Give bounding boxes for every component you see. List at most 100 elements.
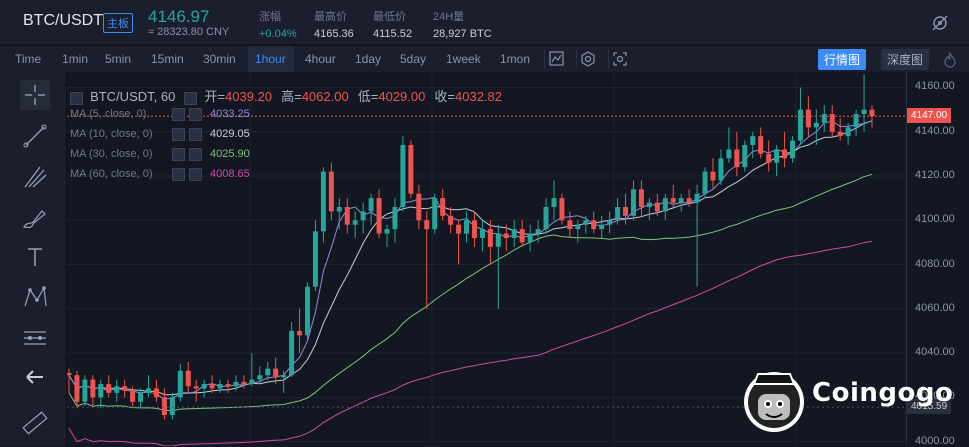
candle-body — [82, 379, 88, 402]
settings-gear-icon[interactable] — [576, 49, 599, 69]
crosshair-tool-icon[interactable] — [20, 80, 50, 110]
tf-4hour[interactable]: 4hour — [305, 52, 336, 66]
trend-line-tool-icon[interactable] — [20, 121, 50, 151]
candle-body — [503, 233, 509, 238]
ma5-settings-icon[interactable] — [172, 108, 185, 121]
candle-body — [718, 158, 724, 181]
candle-body — [90, 379, 96, 398]
candle-body — [861, 109, 867, 115]
candle-body — [734, 149, 740, 168]
tf-1week[interactable]: 1week — [446, 52, 481, 66]
price-tick-label: 4100.00 — [915, 213, 955, 226]
ma30-close-icon[interactable] — [189, 148, 202, 161]
candle-body — [456, 224, 462, 234]
ma10-settings-icon[interactable] — [172, 128, 185, 141]
price-tick-label: 4120.00 — [915, 169, 955, 181]
candle-body — [829, 114, 835, 132]
tf-1min[interactable]: 1min — [62, 52, 89, 66]
candlestick-chart[interactable] — [67, 72, 905, 446]
legend-settings-icon[interactable] — [184, 91, 198, 105]
fib-tool-icon[interactable] — [20, 162, 50, 192]
candle-body — [161, 397, 167, 416]
legend-high: 4062.00 — [301, 89, 349, 104]
candle-body — [789, 140, 795, 159]
pair-name[interactable]: BTC/USDT — [23, 12, 103, 29]
legend-ma30: MA (30, close, 0) 4025.90 — [70, 148, 250, 161]
stat-low: 最低价 4115.52 — [373, 11, 412, 40]
candle-body — [209, 384, 215, 389]
candle-body — [400, 145, 406, 207]
candle-body — [336, 206, 342, 212]
candle-body — [471, 220, 477, 238]
tab-depth-chart[interactable]: 深度图 — [881, 49, 930, 70]
arrow-left-icon[interactable] — [20, 362, 50, 392]
candle-body — [392, 206, 398, 230]
candle-body — [630, 189, 636, 216]
ruler-tool-icon[interactable] — [20, 408, 50, 438]
ma10-close-icon[interactable] — [189, 128, 202, 141]
candle-body — [694, 193, 700, 203]
flame-icon[interactable] — [943, 52, 957, 68]
candle-body — [201, 384, 207, 389]
candle-body — [241, 381, 247, 385]
candle-body — [169, 397, 175, 416]
ma60-close-icon[interactable] — [189, 168, 202, 181]
candle-body — [742, 145, 748, 168]
candle-body — [249, 379, 255, 385]
candle-body — [599, 224, 605, 230]
tf-15min[interactable]: 15min — [151, 52, 184, 66]
text-tool-icon[interactable] — [20, 242, 50, 272]
tf-5day[interactable]: 5day — [400, 52, 427, 66]
candle-body — [805, 109, 811, 128]
price-tick-label: 4160.00 — [915, 80, 955, 93]
candle-body — [233, 381, 239, 387]
candle-body — [710, 171, 716, 181]
price-axis[interactable]: 4160.00 4140.00 4120.00 4100.00 4080.00 4060.… — [906, 72, 969, 447]
candle-body — [67, 372, 72, 376]
legend-ohlc-row: BTC/USDT, 60 开=4039.20 高=4062.00 低=4029.… — [70, 86, 502, 105]
tf-time[interactable]: Time — [15, 52, 42, 66]
price-tick-label: 4140.00 — [915, 124, 955, 137]
candle-body — [535, 229, 541, 234]
candle-body — [360, 211, 366, 221]
measure-tool-icon[interactable] — [20, 323, 50, 353]
price-tick-label: 4080.00 — [915, 257, 955, 270]
candle-body — [432, 198, 438, 230]
candle-body — [511, 229, 517, 238]
candle-body — [424, 220, 430, 230]
candle-body — [98, 384, 104, 398]
screenshot-icon[interactable] — [608, 49, 631, 69]
candle-body — [774, 149, 780, 163]
ma5-close-icon[interactable] — [189, 108, 202, 121]
candle-body — [623, 206, 629, 216]
eye-off-icon[interactable] — [931, 14, 949, 32]
ma30-settings-icon[interactable] — [172, 148, 185, 161]
candle-body — [257, 375, 263, 380]
stat-volume: 24H量 28,927 BTC — [433, 11, 492, 40]
legend-ma10: MA (10, close, 0) 4029.05 — [70, 128, 250, 141]
collapse-icon[interactable] — [70, 91, 83, 105]
ma60-settings-icon[interactable] — [172, 168, 185, 181]
brush-tool-icon[interactable] — [20, 203, 50, 233]
tab-market-chart[interactable]: 行情图 — [818, 49, 867, 70]
candle-body — [312, 231, 318, 287]
tf-30min[interactable]: 30min — [203, 52, 236, 66]
ma5-line — [68, 120, 873, 400]
coingogo-watermark: Coingogo — [740, 364, 960, 436]
candle-body — [384, 229, 390, 234]
candle-body — [750, 136, 756, 146]
ticker-header: BTC/USDT 主板 4146.97 ≈ 28323.80 CNY 涨幅 +0.… — [0, 0, 969, 44]
candle-body — [702, 171, 708, 194]
tf-5min[interactable]: 5min — [105, 52, 132, 66]
candle-body — [344, 206, 350, 225]
tf-1day[interactable]: 1day — [355, 52, 382, 66]
tf-1mon[interactable]: 1mon — [500, 52, 531, 66]
cny-price: ≈ 28323.80 CNY — [148, 26, 230, 38]
drawing-toolbar — [0, 72, 67, 446]
indicator-icon[interactable] — [544, 49, 567, 69]
candle-body — [487, 229, 493, 247]
candle-body — [821, 114, 827, 123]
pattern-tool-icon[interactable] — [20, 282, 50, 312]
tf-1hour[interactable]: 1hour — [255, 52, 286, 66]
candle-body — [766, 153, 772, 163]
